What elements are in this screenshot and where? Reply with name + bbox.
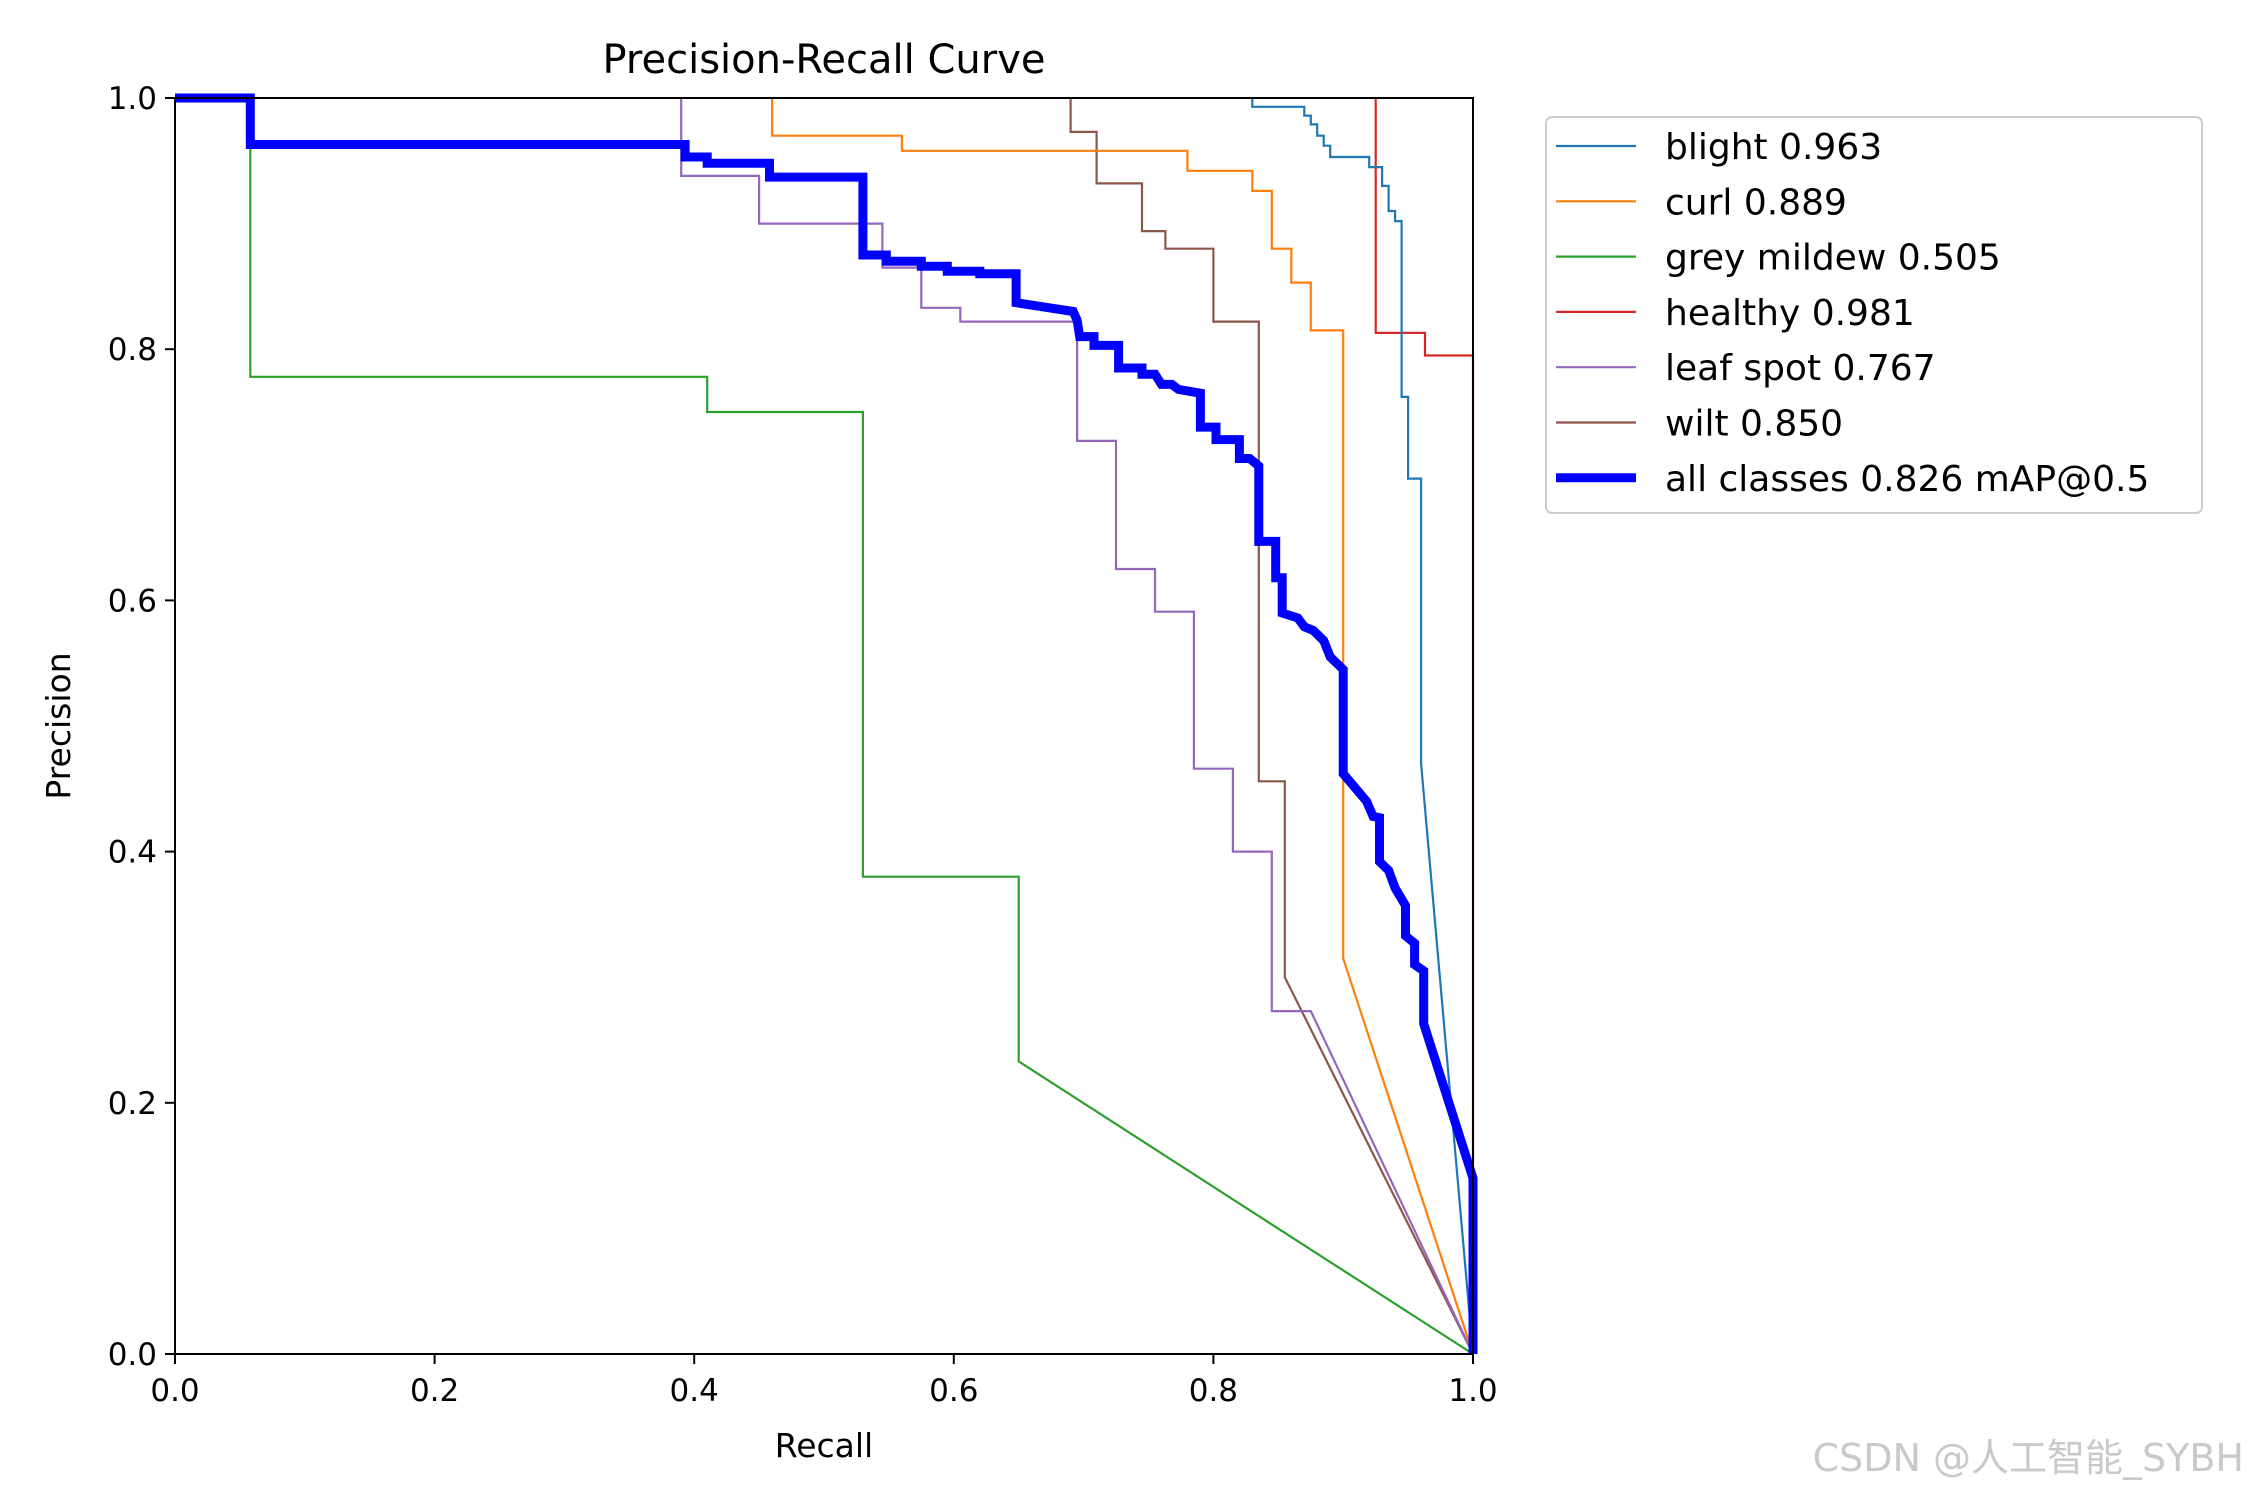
x-tick-label: 1.0 [1448,1373,1497,1409]
series-line-all-all [175,93,1478,1354]
x-tick-label: 0.4 [670,1373,719,1409]
y-tick-label: 0.8 [108,332,157,368]
legend-items: blight 0.963 curl 0.889 grey mildew 0.505 h… [1556,127,2149,500]
x-tick-label: 0.6 [929,1373,978,1409]
x-axis-label: Recall [775,1426,873,1465]
series-line-grey [175,96,1474,1355]
legend-label: healthy 0.981 [1665,293,1915,334]
legend-label: blight 0.963 [1665,127,1882,168]
x-tick-label: 0.0 [150,1373,199,1409]
legend-label: all classes 0.826 mAP@0.5 [1665,459,2149,500]
plot-area [174,93,1478,1355]
chart-title: Precision-Recall Curve [603,37,1046,83]
y-axis: 0.0 0.2 0.4 0.6 0.8 1.0 [108,81,175,1373]
plot-background [175,98,1473,1354]
x-tick-label: 0.2 [410,1373,459,1409]
y-tick-label: 0.0 [108,1337,157,1373]
series-line-wilt [1069,98,1474,1355]
y-tick-label: 0.4 [108,835,157,871]
legend-label: leaf spot 0.767 [1665,348,1936,389]
y-tick-label: 0.6 [108,583,157,619]
legend-label: grey mildew 0.505 [1665,238,2001,279]
legend-frame [1545,116,2203,514]
watermark: CSDN @人工智能_SYBH [1812,1436,2244,1480]
x-axis: 0.0 0.2 0.4 0.6 0.8 1.0 [150,1354,1498,1409]
y-tick-label: 1.0 [108,81,157,117]
series-line-blight [1251,98,1475,1355]
series-layer [175,93,1478,1355]
legend: blight 0.963 curl 0.889 grey mildew 0.505 h… [1545,116,2203,514]
legend-label: curl 0.889 [1665,182,1847,223]
legend-label: wilt 0.850 [1665,404,1843,445]
y-tick-label: 0.2 [108,1086,157,1122]
y-axis-label: Precision [39,652,78,799]
plot-frame [174,97,1474,1355]
series-line-curl [771,98,1475,1355]
x-tick-label: 0.8 [1189,1373,1238,1409]
